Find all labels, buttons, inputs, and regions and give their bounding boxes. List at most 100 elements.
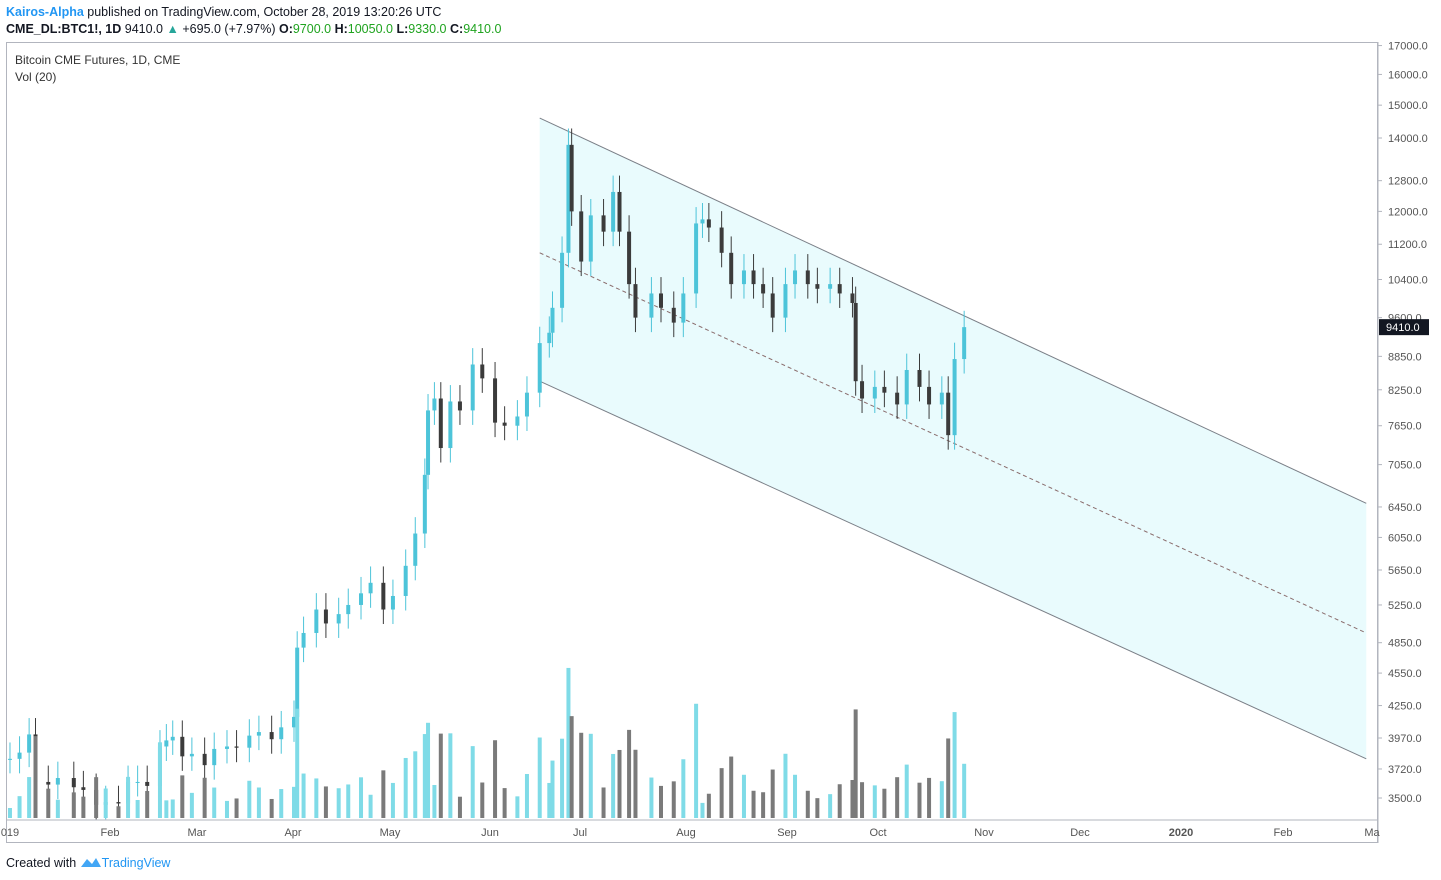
- y-tick-label: 4250.0: [1388, 701, 1422, 713]
- candle-body: [17, 752, 22, 759]
- x-tick-label: Feb: [101, 827, 120, 839]
- volume-bar: [588, 733, 593, 818]
- volume-bar: [292, 786, 296, 818]
- last-price-tag-label: 9410.0: [1386, 322, 1420, 334]
- symbol-info: CME_DL:BTC1!, 1D 9410.0 ▲ +695.0 (+7.97%…: [6, 22, 501, 36]
- volume-bar: [815, 798, 820, 818]
- y-tick-label: 5650.0: [1388, 565, 1422, 577]
- y-tick-label: 8250.0: [1388, 385, 1422, 397]
- candle-body: [55, 778, 60, 785]
- volume-bar: [116, 806, 121, 818]
- volume-bar: [611, 753, 616, 818]
- volume-bar: [962, 763, 967, 818]
- candle-body: [882, 386, 887, 393]
- volume-bar: [323, 786, 328, 818]
- candle-body: [927, 386, 932, 405]
- candle-body: [164, 740, 169, 747]
- tradingview-brand[interactable]: TradingView: [101, 856, 171, 870]
- y-tick-label: 12800.0: [1388, 176, 1428, 188]
- candle-body: [860, 381, 865, 399]
- volume-bar: [368, 794, 373, 818]
- candle-body: [524, 392, 529, 417]
- high-value: 10050.0: [347, 22, 393, 36]
- channel-upper-line: [539, 117, 1367, 504]
- x-tick-label: Aug: [676, 827, 696, 839]
- candle-body: [180, 736, 185, 757]
- candle-body: [719, 227, 724, 253]
- candle-body: [502, 422, 507, 426]
- x-tick-label: Ma: [1364, 827, 1380, 839]
- x-tick-label: May: [380, 827, 401, 839]
- candle-body: [579, 211, 584, 262]
- volume-bar: [247, 780, 252, 818]
- volume-bar: [751, 790, 756, 818]
- last-price: 9410.0: [124, 22, 164, 36]
- y-tick-label: 6050.0: [1388, 532, 1422, 544]
- chart-title: Bitcoin CME Futures, 1D, CME: [15, 53, 181, 67]
- volume-bar: [828, 794, 833, 818]
- candle-body: [432, 398, 437, 411]
- volume-bar: [432, 784, 437, 818]
- low-label: L:: [396, 22, 409, 36]
- volume-bar: [579, 732, 584, 818]
- volume-bar: [336, 788, 341, 818]
- candle-body: [547, 332, 552, 344]
- x-tick-label: Jun: [481, 827, 499, 839]
- volume-bar: [805, 790, 810, 818]
- candle-body: [256, 732, 261, 736]
- volume-bar: [103, 788, 108, 818]
- volume-bar: [7, 808, 12, 818]
- volume-bar: [381, 770, 386, 818]
- candle-body: [493, 378, 498, 423]
- candle-body: [828, 284, 833, 289]
- volume-bar: [729, 756, 734, 818]
- candle-body: [694, 223, 699, 294]
- candle-body: [145, 781, 150, 786]
- volume-bar: [853, 709, 858, 818]
- candle-body: [269, 732, 274, 740]
- open-value: 9700.0: [292, 22, 332, 36]
- y-tick-label: 10400.0: [1388, 275, 1428, 287]
- open-label: O:: [278, 22, 293, 36]
- candle-body: [952, 359, 957, 436]
- volume-bar: [524, 773, 529, 818]
- candle-body: [27, 734, 32, 753]
- candle-body: [783, 284, 788, 318]
- candle-body: [381, 582, 386, 610]
- candle-body: [815, 284, 820, 289]
- candle-body: [751, 270, 756, 285]
- volume-bar: [904, 764, 909, 818]
- channel-lower-line: [539, 380, 1367, 760]
- volume-bar: [493, 740, 498, 818]
- candle-body: [729, 252, 734, 285]
- volume-bar: [633, 749, 638, 818]
- candle-body: [700, 219, 705, 224]
- x-tick-label: Sep: [777, 827, 797, 839]
- volume-bar: [126, 776, 131, 818]
- volume-bar: [438, 733, 443, 818]
- volume-bar: [403, 757, 408, 818]
- y-tick-label: 5250.0: [1388, 600, 1422, 612]
- y-tick-label: 16000.0: [1388, 69, 1428, 81]
- candle-body: [234, 746, 239, 748]
- candle-body: [566, 144, 571, 253]
- volume-bar: [256, 787, 261, 818]
- volume-bar: [413, 751, 418, 818]
- author-name[interactable]: Kairos-Alpha: [6, 5, 84, 19]
- volume-bar: [94, 777, 99, 818]
- volume-bar: [295, 708, 300, 818]
- candle-body: [336, 614, 341, 624]
- candle-body: [537, 343, 542, 393]
- symbol-name: CME_DL:BTC1!, 1D: [6, 22, 122, 36]
- volume-bar: [617, 749, 622, 818]
- y-tick-label: 7650.0: [1388, 421, 1422, 433]
- candle-body: [939, 392, 944, 405]
- candle-body: [569, 144, 574, 212]
- candle-body: [962, 327, 967, 360]
- candle-body: [202, 753, 207, 766]
- volume-bar: [269, 798, 274, 818]
- volume-bar: [470, 746, 475, 818]
- candle-body: [671, 307, 676, 323]
- volume-bar: [649, 777, 654, 818]
